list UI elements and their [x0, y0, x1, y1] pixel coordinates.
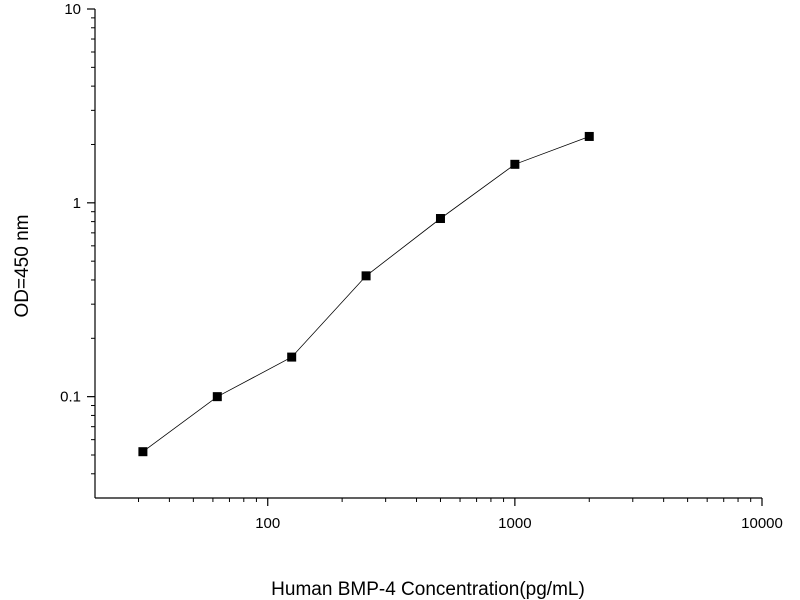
x-tick-label: 10000: [741, 515, 783, 532]
series-line: [142, 136, 590, 453]
series: [138, 131, 594, 457]
data-point: [361, 271, 371, 281]
y-tick-label: 0.1: [60, 389, 81, 406]
x-axis-title: Human BMP-4 Concentration(pg/mL): [271, 579, 585, 600]
y-tick-label: 10: [64, 1, 81, 18]
data-point: [584, 131, 594, 141]
x-tick-label: 1000: [498, 515, 531, 532]
data-point: [138, 447, 148, 457]
data-point: [510, 159, 520, 169]
data-point: [435, 214, 445, 224]
y-tick-label: 1: [73, 195, 81, 212]
data-point: [212, 392, 222, 402]
x-tick-label: 100: [255, 515, 280, 532]
axes: [94, 9, 762, 499]
data-point: [287, 352, 297, 362]
y-axis-title: OD=450 nm: [12, 215, 33, 318]
ticks: 100 1000 10000 0.1 1 10: [60, 1, 783, 532]
